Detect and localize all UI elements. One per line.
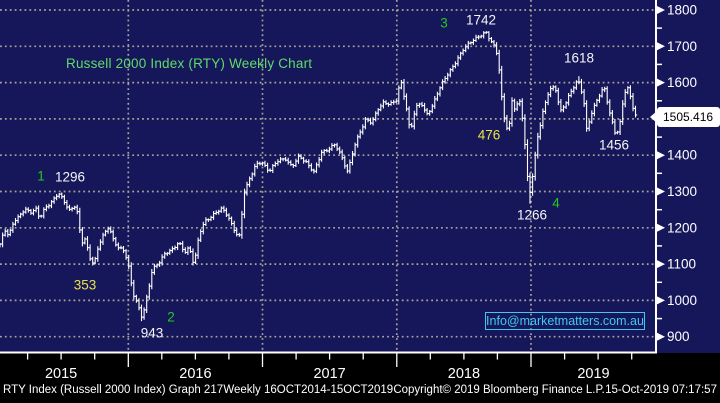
weekly-price-bars [0, 31, 638, 322]
y-axis-tick-label: 1200 [667, 220, 697, 235]
status-instrument: RTY Index (Russell 2000 Index) Graph 217 [3, 384, 224, 396]
gridlines [0, 0, 654, 352]
annotation-476: 476 [478, 128, 501, 143]
chart-title: Russell 2000 Index (RTY) Weekly Chart [66, 56, 313, 71]
y-axis-tick-label: 1300 [667, 184, 697, 199]
annotation-1296: 1296 [55, 170, 85, 185]
y-tick-arrow-icon [657, 42, 665, 51]
y-axis-tick-label: 1600 [667, 75, 697, 90]
y-tick-arrow-icon [657, 223, 665, 232]
annotation-1266: 1266 [517, 208, 547, 223]
annotation-1618: 1618 [564, 51, 594, 66]
y-axis-tick-label: 1700 [667, 39, 697, 54]
x-axis-year-label: 2017 [313, 366, 345, 382]
annotation-1742: 1742 [466, 13, 496, 28]
y-tick-arrow-icon [657, 6, 665, 14]
y-axis-tick-label: 900 [667, 329, 690, 344]
y-axis-tick-label: 1100 [667, 257, 696, 272]
watermark-text: Info@marketmatters.com.au [486, 314, 644, 328]
watermark-box: Info@marketmatters.com.au [485, 312, 645, 330]
x-axis-year-label: 2018 [448, 366, 480, 382]
annotation-3: 3 [440, 16, 448, 31]
last-price-value: 1505.416 [663, 110, 714, 124]
annotation-2: 2 [167, 310, 175, 325]
x-axis-year-label: 2015 [45, 366, 77, 382]
plot-background [0, 0, 720, 353]
status-datetime: 15-Oct-2019 07:17:57 [605, 384, 717, 396]
annotation-353: 353 [74, 278, 97, 293]
y-tick-arrow-icon [657, 78, 665, 87]
y-axis-tick-label: 1400 [667, 148, 697, 163]
annotation-4: 4 [552, 196, 560, 211]
y-axis-tick-label: 1800 [667, 3, 697, 18]
annotation-943: 943 [141, 326, 164, 341]
annotation-1456: 1456 [599, 138, 629, 153]
footer-background [0, 353, 720, 403]
y-tick-arrow-icon [657, 296, 665, 305]
status-copyright: Copyright© 2019 Bloomberg Finance L.P. [393, 384, 605, 396]
x-axis-year-label: 2016 [179, 366, 211, 382]
x-axis-year-label: 2019 [577, 366, 609, 382]
status-bar: RTY Index (Russell 2000 Index) Graph 217… [3, 384, 717, 396]
y-tick-arrow-icon [657, 260, 665, 269]
last-price-tag: 1505.416 [650, 107, 720, 127]
y-tick-arrow-icon [657, 151, 665, 160]
annotation-1: 1 [37, 169, 45, 184]
y-tick-arrow-icon [657, 332, 665, 341]
status-period-range: Weekly 16OCT2014-15OCT2019 [223, 384, 394, 396]
y-tick-arrow-icon [657, 187, 665, 196]
y-axis-tick-label: 1000 [667, 293, 697, 308]
